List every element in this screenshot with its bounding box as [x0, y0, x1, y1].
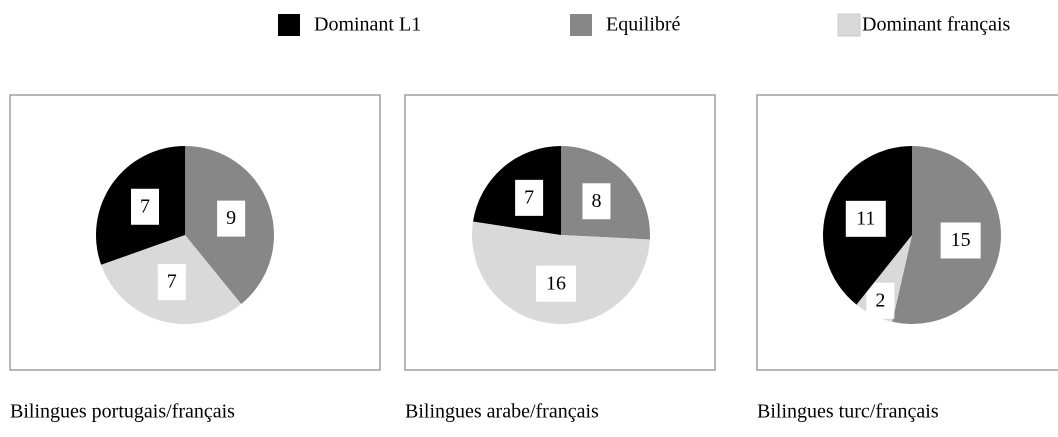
data-label-box: [515, 179, 544, 216]
data-label-box: [940, 222, 981, 259]
chart-title: Bilingues arabe/français: [405, 401, 599, 423]
chart-title: Bilingues portugais/français: [10, 401, 235, 423]
chart-frame: [756, 94, 1058, 371]
chart-title: Bilingues turc/français: [757, 401, 939, 423]
data-label-box: [845, 200, 886, 237]
data-label-box: [536, 265, 577, 302]
data-label: 7: [140, 195, 150, 217]
data-label: 11: [856, 207, 875, 229]
chart-frame: [404, 94, 716, 371]
legend-label: Dominant français: [862, 14, 1010, 36]
data-label: 7: [167, 271, 177, 293]
legend-swatch: [837, 13, 861, 37]
data-label: 7: [524, 186, 534, 208]
data-label-box: [131, 188, 160, 225]
legend-swatch: [278, 14, 300, 36]
legend-label: Equilibré: [606, 14, 681, 36]
data-label-box: [582, 183, 611, 220]
data-label: 2: [875, 289, 885, 311]
data-label: 9: [226, 207, 236, 229]
legend-swatch: [570, 14, 592, 36]
data-label-box: [157, 264, 186, 301]
data-label-box: [217, 200, 246, 237]
data-label-box: [866, 282, 895, 319]
data-label: 16: [546, 272, 566, 294]
data-label: 15: [951, 229, 971, 251]
legend-label: Dominant L1: [314, 14, 421, 36]
chart-frame: [9, 94, 381, 371]
data-label: 8: [591, 190, 601, 212]
